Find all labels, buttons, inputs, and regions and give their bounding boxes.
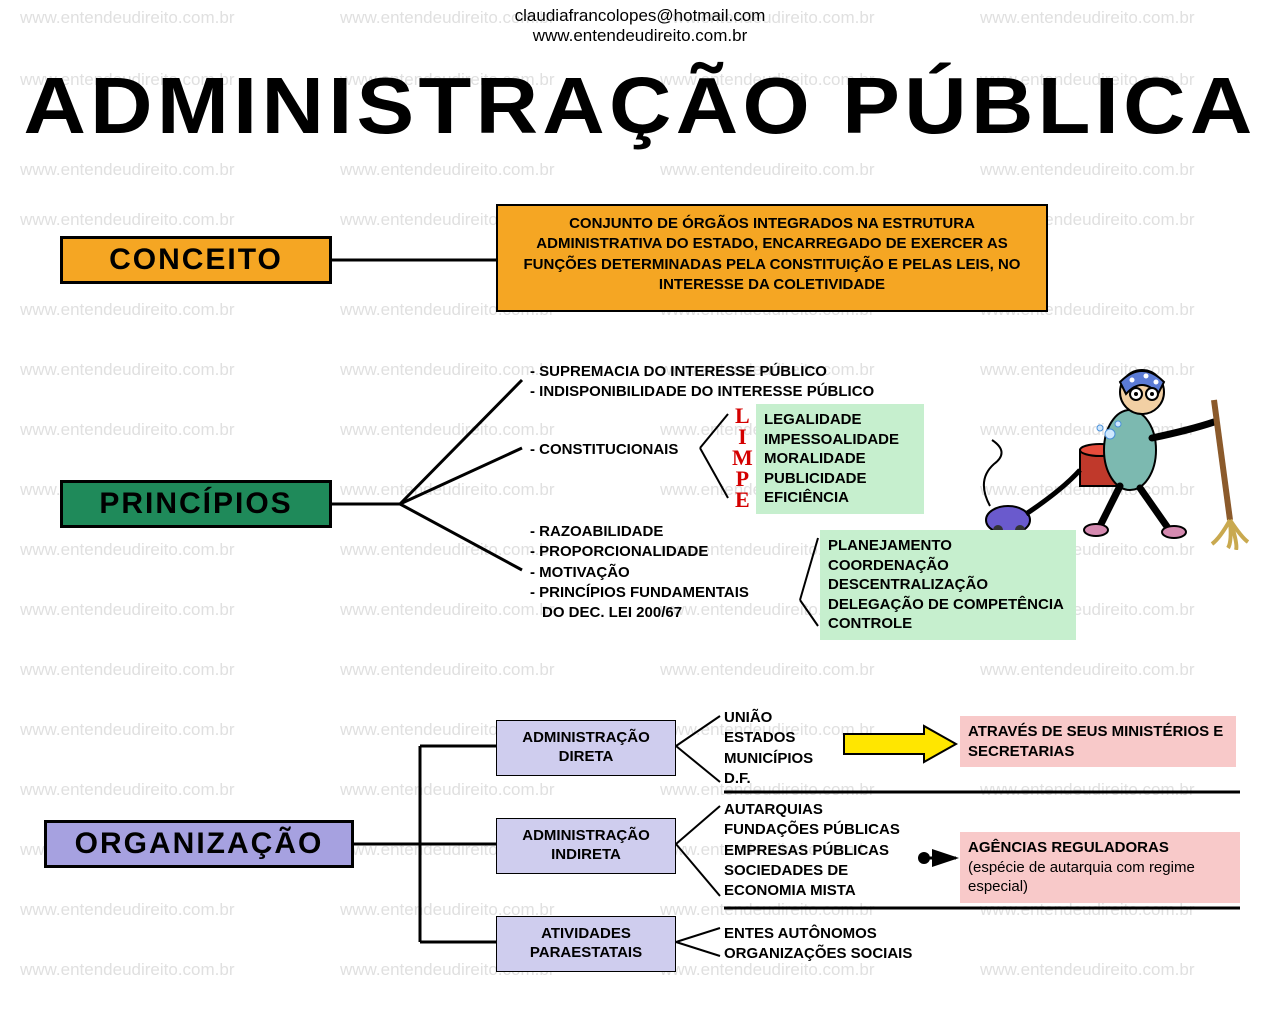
di-3: D.F. xyxy=(724,769,813,789)
pb-4: DO DEC. LEI 200/67 xyxy=(530,603,749,623)
watermark-text: www.entendeudireito.com.br xyxy=(660,160,875,180)
direta-label: ADMINISTRAÇÃO DIRETA xyxy=(522,729,650,765)
watermark-text: www.entendeudireito.com.br xyxy=(20,660,235,680)
watermark-text: www.entendeudireito.com.br xyxy=(340,660,555,680)
dec-3: DELEGAÇÃO DE COMPETÊNCIA xyxy=(828,595,1068,615)
paraestatais-box: ATIVIDADES PARAESTATAIS xyxy=(496,916,676,972)
watermark-text: www.entendeudireito.com.br xyxy=(340,160,555,180)
header-contact: claudiafrancolopes@hotmail.com www.enten… xyxy=(0,6,1280,46)
di-2: MUNICÍPIOS xyxy=(724,749,813,769)
dec-2: DESCENTRALIZAÇÃO xyxy=(828,575,1068,595)
watermark-text: www.entendeudireito.com.br xyxy=(20,210,235,230)
dec200-box: PLANEJAMENTO COORDENAÇÃO DESCENTRALIZAÇÃ… xyxy=(820,530,1076,640)
pi-0: ENTES AUTÔNOMOS xyxy=(724,924,912,944)
watermark-text: www.entendeudireito.com.br xyxy=(340,480,555,500)
watermark-text: www.entendeudireito.com.br xyxy=(20,540,235,560)
ii-0: AUTARQUIAS xyxy=(724,800,900,820)
watermark-text: www.entendeudireito.com.br xyxy=(980,780,1195,800)
indireta-box: ADMINISTRAÇÃO INDIRETA xyxy=(496,818,676,874)
watermark-text: www.entendeudireito.com.br xyxy=(660,900,875,920)
dec-0: PLANEJAMENTO xyxy=(828,536,1068,556)
principios-constitucionais: - CONSTITUCIONAIS xyxy=(530,440,678,460)
organizacao-label: ORGANIZAÇÃO xyxy=(44,820,354,868)
watermark-text: www.entendeudireito.com.br xyxy=(20,720,235,740)
watermark-text: www.entendeudireito.com.br xyxy=(980,660,1195,680)
pb-3: - PRINCÍPIOS FUNDAMENTAIS xyxy=(530,583,749,603)
pb-2: - MOTIVAÇÃO xyxy=(530,563,749,583)
limpe-item-2: MORALIDADE xyxy=(764,449,916,469)
header-site: www.entendeudireito.com.br xyxy=(0,26,1280,46)
cleaning-cartoon-icon xyxy=(980,330,1250,550)
pi-1: ORGANIZAÇÕES SOCIAIS xyxy=(724,944,912,964)
indireta-note-title: AGÊNCIAS REGULADORAS xyxy=(968,838,1232,858)
limpe-box: LEGALIDADE IMPESSOALIDADE MORALIDADE PUB… xyxy=(756,404,924,514)
watermark-text: www.entendeudireito.com.br xyxy=(340,420,555,440)
principios-bottom: - RAZOABILIDADE - PROPORCIONALIDADE - MO… xyxy=(530,522,749,623)
indireta-note-sub: (espécie de autarquia com regime especia… xyxy=(968,858,1232,897)
watermark-text: www.entendeudireito.com.br xyxy=(340,600,555,620)
dec-1: COORDENAÇÃO xyxy=(828,556,1068,576)
direta-items: UNIÃO ESTADOS MUNICÍPIOS D.F. xyxy=(724,708,813,789)
indireta-note: AGÊNCIAS REGULADORAS (espécie de autarqu… xyxy=(960,832,1240,903)
limpe-item-3: PUBLICIDADE xyxy=(764,469,916,489)
limpe-letters: L I M P E xyxy=(732,406,753,510)
ii-4: ECONOMIA MISTA xyxy=(724,881,900,901)
watermark-text: www.entendeudireito.com.br xyxy=(20,600,235,620)
pb-0: - RAZOABILIDADE xyxy=(530,522,749,542)
watermark-text: www.entendeudireito.com.br xyxy=(20,300,235,320)
direta-note: ATRAVÉS DE SEUS MINISTÉRIOS E SECRETARIA… xyxy=(960,716,1236,767)
ii-1: FUNDAÇÕES PÚBLICAS xyxy=(724,820,900,840)
conceito-label: CONCEITO xyxy=(60,236,332,284)
conceito-text: CONJUNTO DE ÓRGÃOS INTEGRADOS NA ESTRUTU… xyxy=(496,204,1048,312)
paraestatais-items: ENTES AUTÔNOMOS ORGANIZAÇÕES SOCIAIS xyxy=(724,924,912,965)
watermark-text: www.entendeudireito.com.br xyxy=(20,360,235,380)
principios-top-1: - INDISPONIBILIDADE DO INTERESSE PÚBLICO xyxy=(530,382,874,402)
direta-box: ADMINISTRAÇÃO DIRETA xyxy=(496,720,676,776)
principios-label: PRINCÍPIOS xyxy=(60,480,332,528)
limpe-item-0: LEGALIDADE xyxy=(764,410,916,430)
principios-top-0: - SUPREMACIA DO INTERESSE PÚBLICO xyxy=(530,362,874,382)
ii-2: EMPRESAS PÚBLICAS xyxy=(724,841,900,861)
dec-4: CONTROLE xyxy=(828,614,1068,634)
watermark-text: www.entendeudireito.com.br xyxy=(340,540,555,560)
header-email: claudiafrancolopes@hotmail.com xyxy=(0,6,1280,26)
limpe-E: E xyxy=(732,490,753,511)
paraestatais-label: ATIVIDADES PARAESTATAIS xyxy=(530,925,642,961)
watermark-text: www.entendeudireito.com.br xyxy=(20,420,235,440)
principios-top: - SUPREMACIA DO INTERESSE PÚBLICO - INDI… xyxy=(530,362,874,403)
ii-3: SOCIEDADES DE xyxy=(724,861,900,881)
page-title: ADMINISTRAÇÃO PÚBLICA xyxy=(0,60,1280,152)
watermark-text: www.entendeudireito.com.br xyxy=(980,160,1195,180)
limpe-item-4: EFICIÊNCIA xyxy=(764,488,916,508)
watermark-text: www.entendeudireito.com.br xyxy=(660,660,875,680)
watermark-text: www.entendeudireito.com.br xyxy=(340,360,555,380)
di-1: ESTADOS xyxy=(724,728,813,748)
watermark-text: www.entendeudireito.com.br xyxy=(980,960,1195,980)
watermark-text: www.entendeudireito.com.br xyxy=(20,960,235,980)
limpe-item-1: IMPESSOALIDADE xyxy=(764,430,916,450)
di-0: UNIÃO xyxy=(724,708,813,728)
indireta-label: ADMINISTRAÇÃO INDIRETA xyxy=(522,827,650,863)
indireta-items: AUTARQUIAS FUNDAÇÕES PÚBLICAS EMPRESAS P… xyxy=(724,800,900,901)
watermark-text: www.entendeudireito.com.br xyxy=(20,160,235,180)
watermark-text: www.entendeudireito.com.br xyxy=(20,900,235,920)
watermark-text: www.entendeudireito.com.br xyxy=(20,780,235,800)
watermark-text: www.entendeudireito.com.br xyxy=(340,780,555,800)
watermark-text: www.entendeudireito.com.br xyxy=(980,900,1195,920)
pb-1: - PROPORCIONALIDADE xyxy=(530,542,749,562)
